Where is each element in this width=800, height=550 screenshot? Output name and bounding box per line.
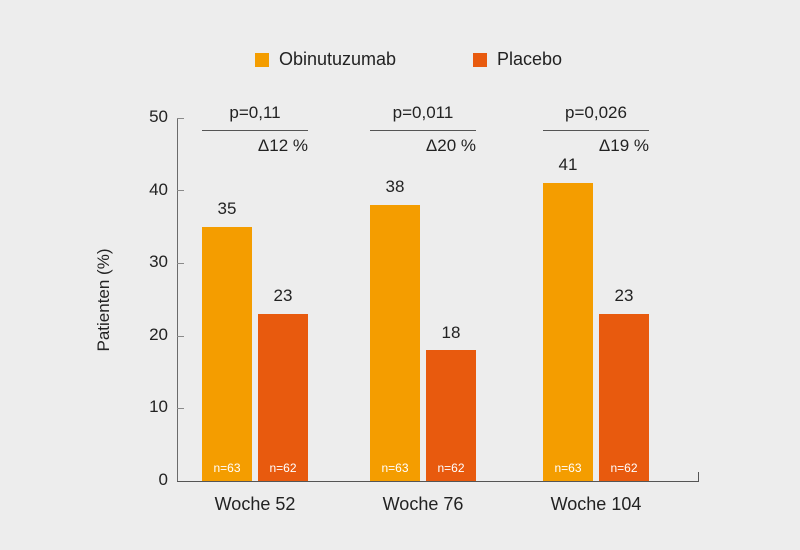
bar-placebo xyxy=(599,314,649,481)
bar-value-label: 38 xyxy=(385,177,405,196)
y-tick-label: 40 xyxy=(149,180,168,199)
bar-n-label: n=62 xyxy=(437,461,465,475)
legend-item-placebo: Placebo xyxy=(473,49,562,70)
legend-swatch-placebo xyxy=(473,52,487,67)
delta-value: Δ12 % xyxy=(257,136,308,155)
y-tick-label: 0 xyxy=(158,470,168,489)
y-axis-line xyxy=(177,118,178,481)
y-tick-label: 30 xyxy=(149,252,168,271)
y-tick xyxy=(177,408,184,409)
bar-obinutuzumab xyxy=(370,205,420,481)
comparison-line xyxy=(543,130,649,131)
delta-value: Δ19 % xyxy=(598,136,649,155)
bar-obinutuzumab xyxy=(543,183,593,481)
x-category-label: Woche 76 xyxy=(382,494,464,514)
bar-value-label: 18 xyxy=(441,323,461,342)
y-tick-label: 20 xyxy=(149,325,168,344)
y-tick xyxy=(177,263,184,264)
legend-label: Placebo xyxy=(497,49,563,69)
bar-placebo xyxy=(258,314,308,481)
y-tick xyxy=(177,118,184,119)
comparison-line xyxy=(370,130,476,131)
y-tick-label: 50 xyxy=(149,107,168,126)
bar-n-label: n=63 xyxy=(213,461,241,475)
y-tick xyxy=(177,190,184,191)
y-tick xyxy=(177,336,184,337)
bar-value-label: 23 xyxy=(273,286,293,305)
bar-n-label: n=62 xyxy=(610,461,638,475)
y-axis-title: Patienten (%) xyxy=(94,248,113,352)
bar-value-label: 35 xyxy=(217,199,237,218)
bar-n-label: n=63 xyxy=(381,461,409,475)
bar-value-label: 41 xyxy=(558,155,578,174)
x-axis-end-tick xyxy=(698,472,699,482)
legend-label: Obinutuzumab xyxy=(279,49,397,69)
bar-placebo xyxy=(426,350,476,481)
x-category-label: Woche 52 xyxy=(214,494,296,514)
p-value: p=0,011 xyxy=(392,103,454,122)
bar-n-label: n=63 xyxy=(554,461,582,475)
comparison-line xyxy=(202,130,308,131)
bar-obinutuzumab xyxy=(202,227,252,481)
legend-item-obinutuzumab: Obinutuzumab xyxy=(255,49,396,70)
bar-value-label: 23 xyxy=(614,286,634,305)
x-category-label: Woche 104 xyxy=(550,494,642,514)
p-value: p=0,026 xyxy=(565,103,627,122)
legend-swatch-obinutuzumab xyxy=(255,52,269,67)
y-tick-label: 10 xyxy=(149,397,168,416)
delta-value: Δ20 % xyxy=(425,136,476,155)
x-axis-line xyxy=(177,481,699,482)
p-value: p=0,11 xyxy=(229,103,281,122)
bar-n-label: n=62 xyxy=(269,461,297,475)
